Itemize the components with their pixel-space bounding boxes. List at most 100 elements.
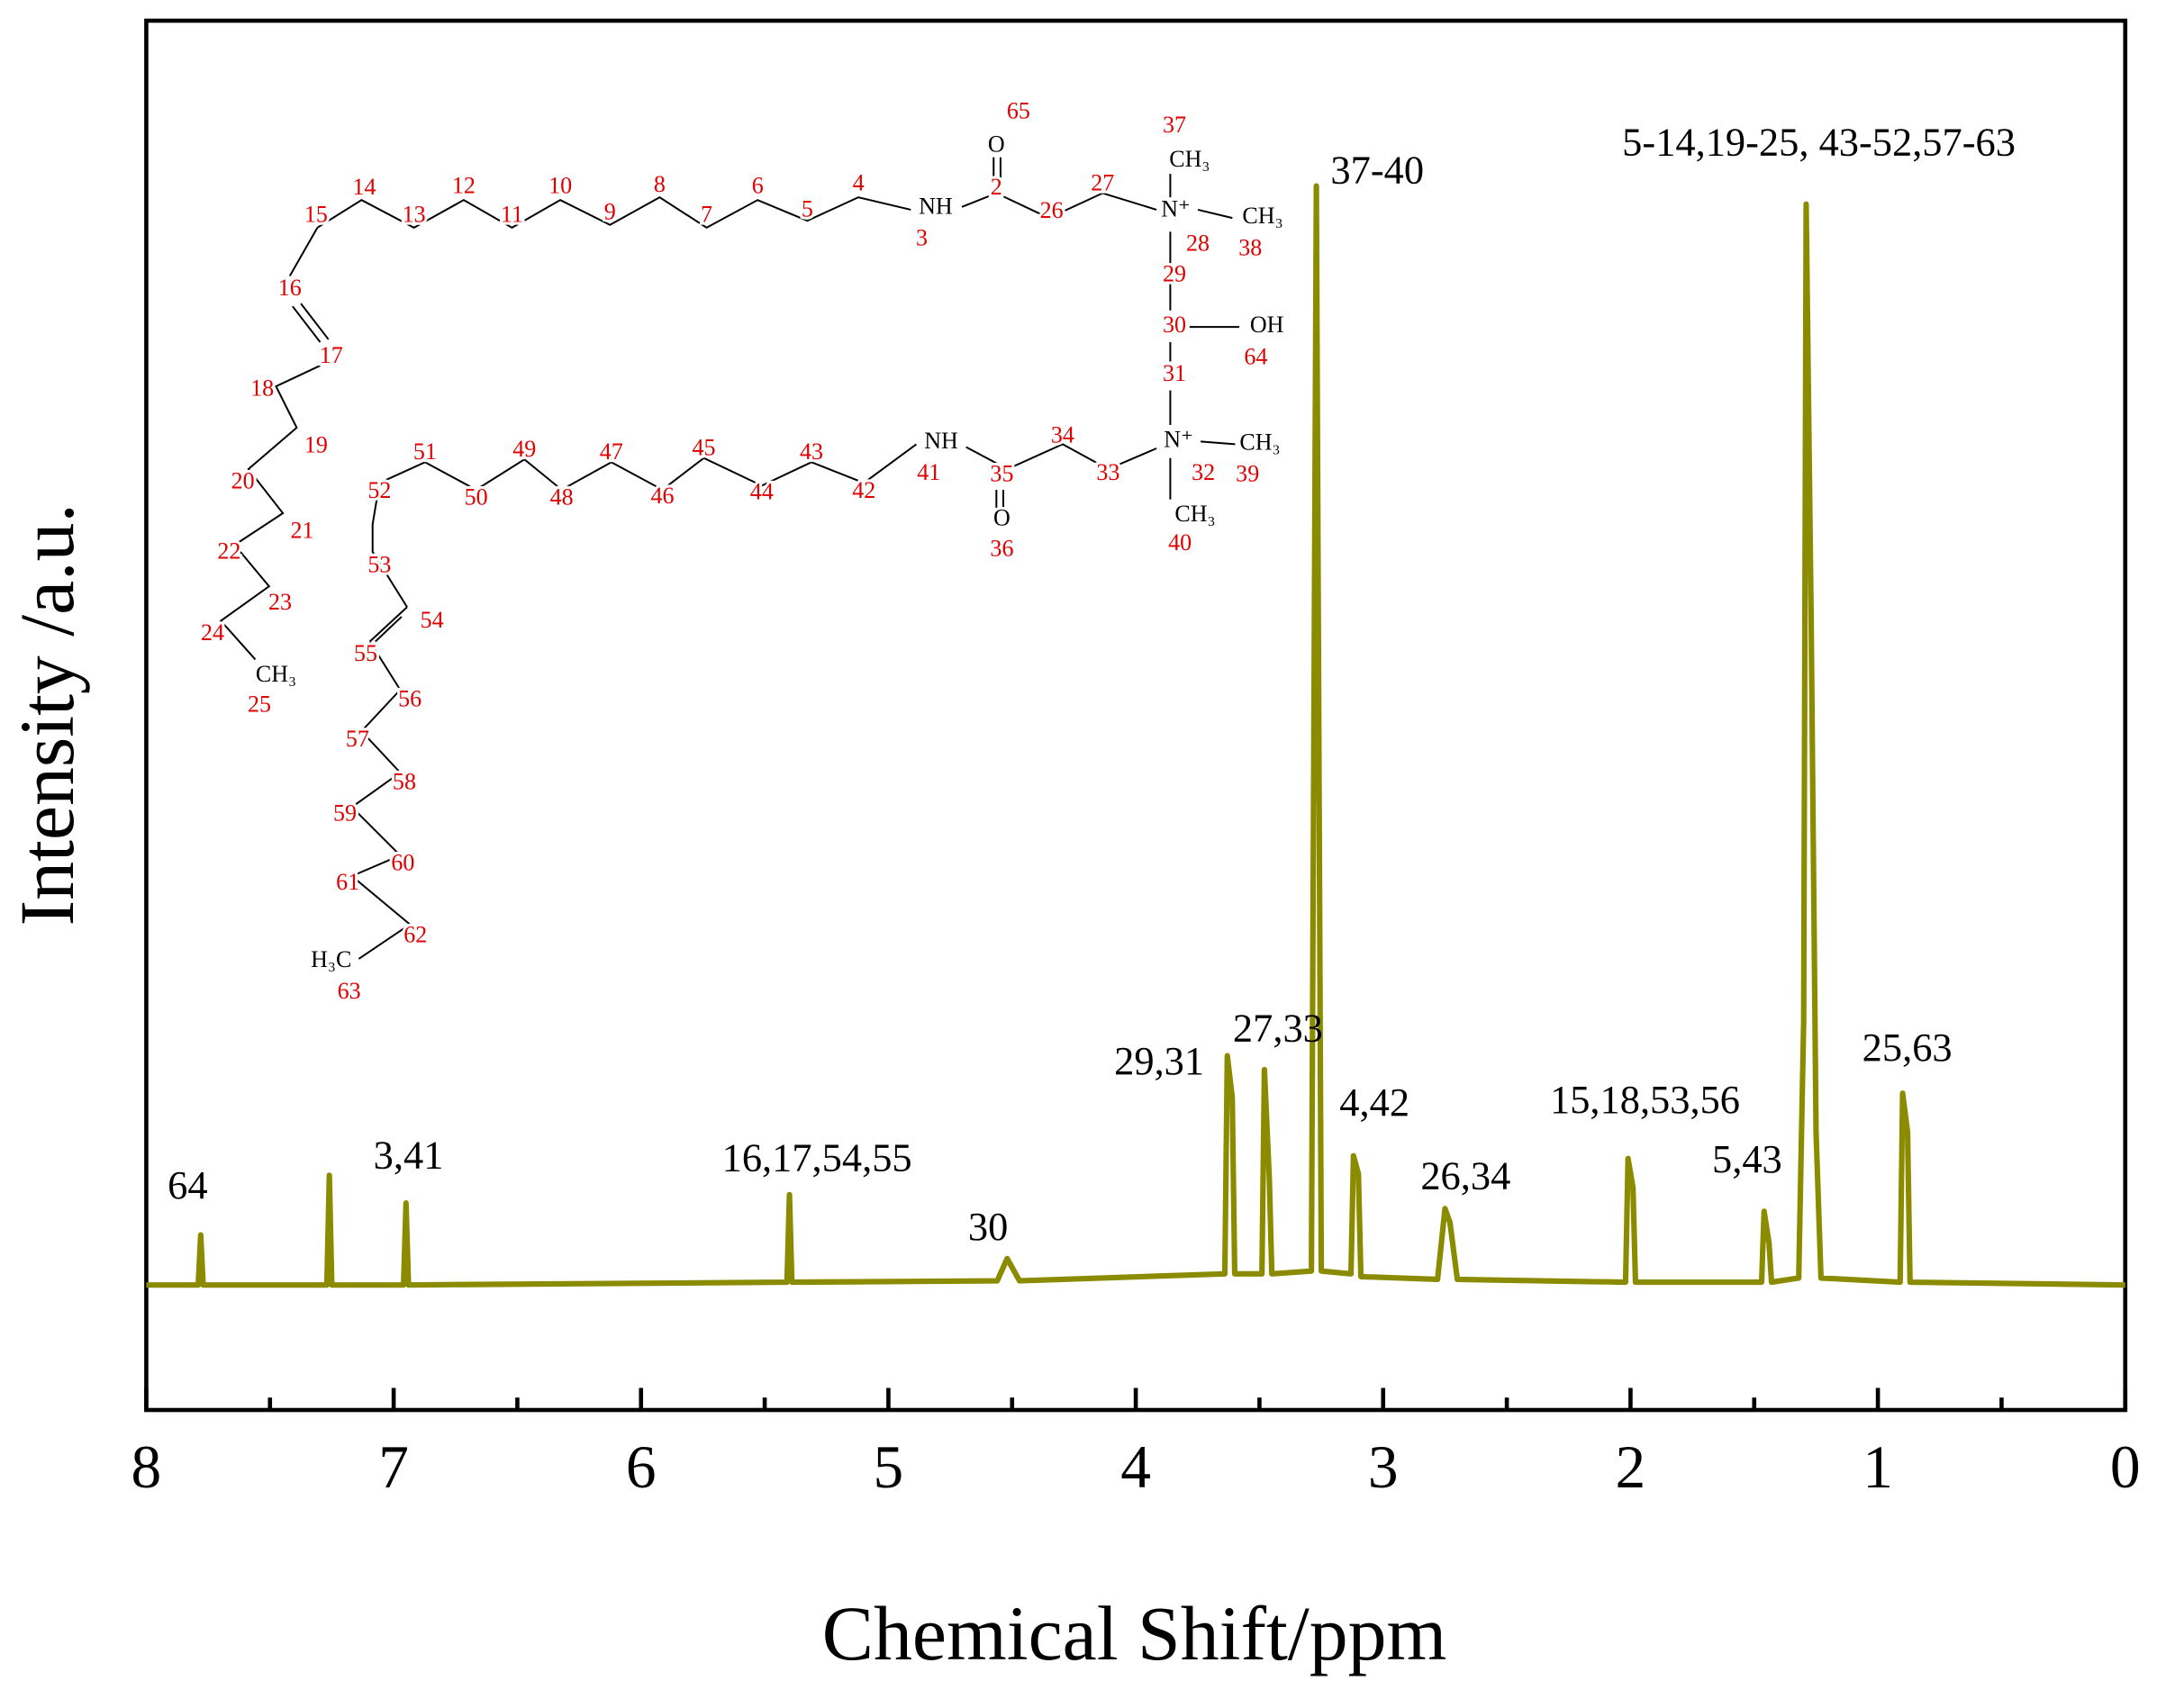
atom-label: CH₃ [1242,203,1282,229]
x-tick-label: 5 [874,1433,904,1501]
peak-label: 26,34 [1420,1152,1510,1197]
bond [368,606,408,643]
atom-number: 58 [393,768,416,794]
atom-number: 19 [304,431,328,457]
atom-label: CH₃ [1174,501,1215,527]
atom-number: 61 [336,869,359,895]
atom-number: 37 [1163,112,1186,138]
atom-number: 57 [346,726,369,752]
peak-label: 30 [968,1204,1008,1249]
atom-number: 34 [1051,422,1074,448]
atom-number: 47 [600,438,623,465]
peak-label: 5,43 [1712,1136,1782,1181]
peak-label: 4,42 [1339,1080,1409,1125]
atom-number: 63 [338,978,361,1004]
bond [961,192,1157,220]
bond [219,365,321,661]
atom-number: 30 [1163,312,1186,338]
peak-label: 5-14,19-25, 43-52,57-63 [1622,120,2016,165]
atom-number: 3 [916,225,928,251]
bond [292,305,322,343]
atom-number: 54 [421,607,444,633]
bond [1197,208,1233,220]
peak-label: 16,17,54,55 [722,1134,912,1179]
bond [316,195,911,229]
atom-number: 8 [654,171,666,197]
spectrum-line [146,183,2125,1288]
x-tick-label: 1 [1862,1433,1893,1501]
atom-number: 49 [512,436,536,462]
atom-number: 14 [353,174,376,200]
atom-number: 41 [917,459,940,485]
atom-label: O [988,131,1005,157]
atom-label: CH₃ [1169,146,1210,172]
peak-label: 37-40 [1330,147,1424,192]
atom-number: 10 [548,172,572,198]
atom-number: 31 [1163,360,1186,386]
atom-number: 15 [304,202,328,228]
atom-number: 53 [367,552,391,578]
bond [371,443,918,608]
atom-label: CH₃ [256,661,296,687]
x-tick-label: 4 [1120,1433,1151,1501]
atom-label: O [993,505,1011,531]
atom-number: 44 [750,479,774,505]
atom-number: 42 [852,477,875,503]
x-axis-title: Chemical Shift/ppm [822,1591,1446,1676]
peak-label: 3,41 [374,1132,444,1177]
atom-number: 4 [853,169,865,195]
atom-number: 50 [465,484,488,511]
plot-frame [144,18,2128,1413]
peak-label: 27,33 [1233,1005,1323,1050]
atom-label: N⁺ [1161,195,1191,221]
atom-number: 35 [990,461,1013,487]
atom-number: 23 [268,589,292,615]
atom-number: 36 [990,535,1013,561]
atom-number: 45 [692,435,715,461]
atom-number: 52 [367,477,391,503]
atom-label: H₃C [311,946,351,972]
atom-number: 25 [248,691,271,718]
atom-label: NH [919,193,953,219]
bond [375,616,403,643]
atom-number: 62 [403,921,427,947]
bond [1201,440,1236,446]
atom-number: 46 [650,483,674,509]
atom-number: 2 [991,174,1002,200]
atom-number: 18 [250,375,274,402]
atom-label: N⁺ [1164,426,1193,452]
atom-number: 60 [391,850,414,876]
atom-number: 28 [1186,230,1210,257]
atom-number: 26 [1040,197,1064,223]
atom-number: 56 [398,685,421,711]
atom-number: 29 [1163,260,1186,286]
atom-number: 17 [320,342,343,368]
y-axis-title: Intensity /a.u. [5,503,90,926]
peak-label: 64 [168,1162,207,1207]
peak-label: 15,18,53,56 [1550,1077,1740,1122]
atom-number: 64 [1244,343,1267,369]
atom-number: 33 [1096,459,1119,485]
x-tick-label: 6 [626,1433,657,1501]
atom-number: 20 [231,467,255,493]
bond [965,443,1157,471]
atom-number: 12 [452,172,476,198]
atom-number: 11 [501,202,523,228]
atom-number: 13 [403,202,426,228]
molecule-bonds [219,157,1240,960]
atom-number: 22 [217,538,240,564]
atom-number: 16 [278,275,302,301]
atom-number: 59 [333,800,357,827]
bond [288,227,319,276]
atom-number: 38 [1238,234,1262,260]
x-tick-label: 0 [2110,1433,2141,1501]
atom-label: OH [1250,312,1284,338]
atom-number: 32 [1192,459,1215,485]
atom-label: NH [924,428,958,454]
atom-number: 43 [800,438,823,465]
x-tick-label: 8 [131,1433,162,1501]
x-tick-label: 7 [378,1433,409,1501]
x-tick-label: 3 [1368,1433,1399,1501]
